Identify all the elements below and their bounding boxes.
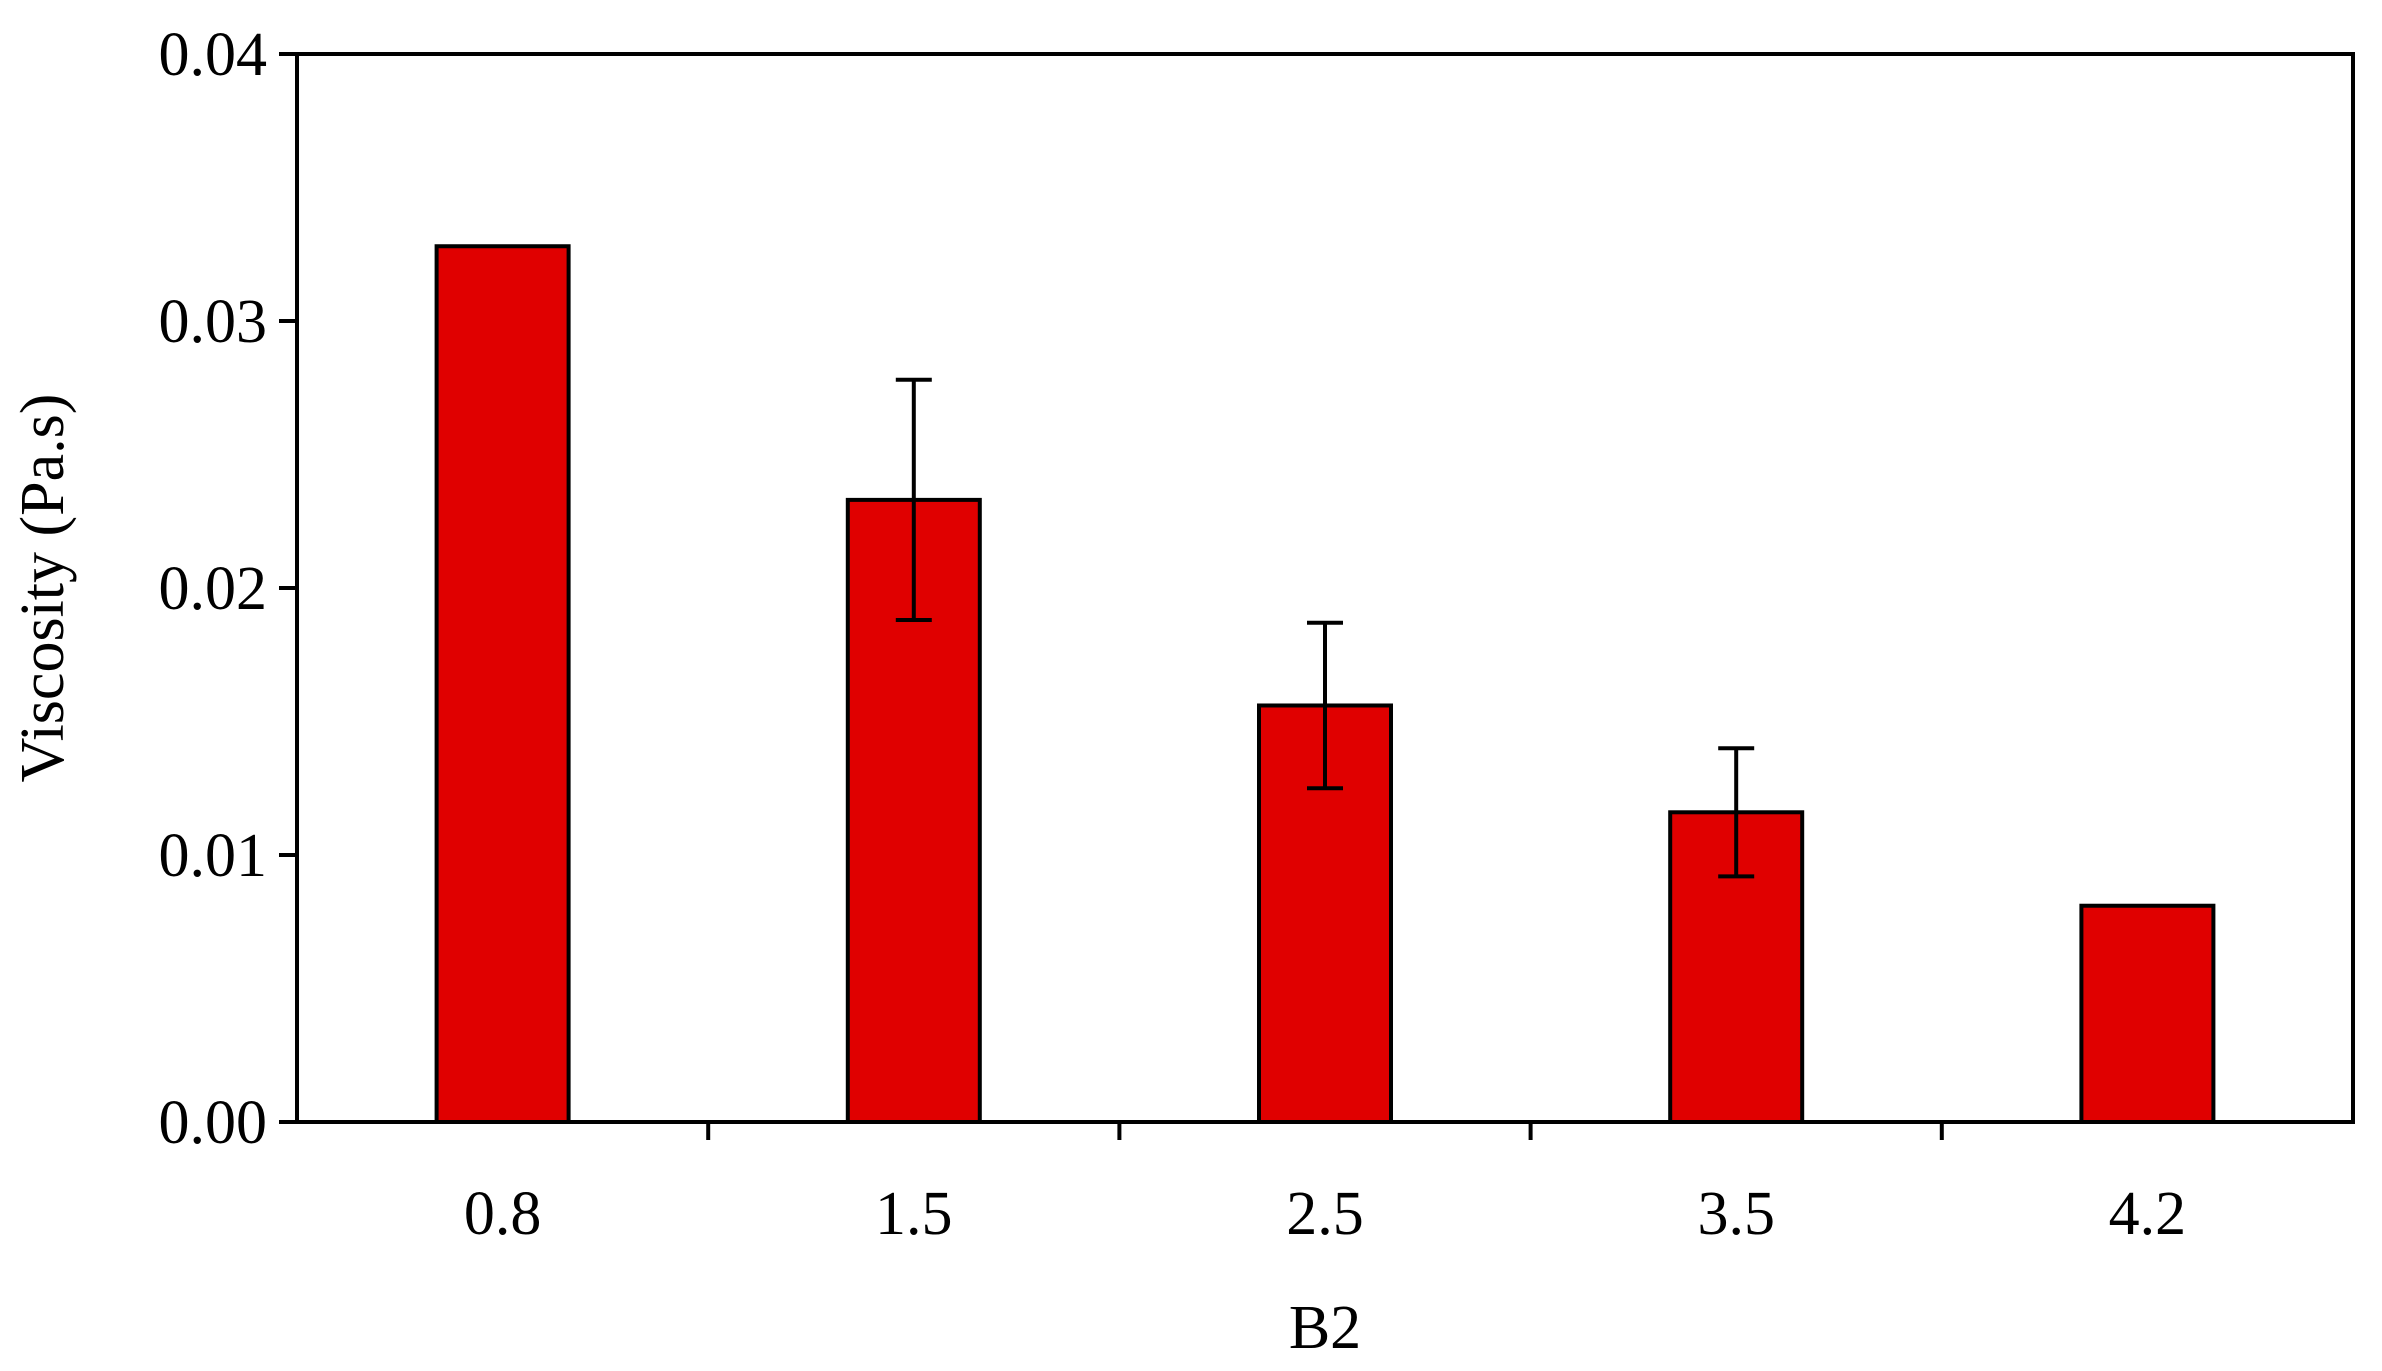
- x-axis-title: B2: [1289, 1294, 1361, 1362]
- x-tick-label: 0.8: [464, 1180, 542, 1248]
- error-bar-3-5: [1718, 746, 1755, 879]
- bar-0-8: [434, 244, 571, 1125]
- error-bar-2-5: [1307, 620, 1343, 791]
- x-tick-label: 3.5: [1697, 1180, 1775, 1248]
- x-axis-ticks: 0.8 1.5 2.5 3.5 4.2: [464, 1122, 2186, 1248]
- y-tick-label: 0.02: [159, 555, 268, 623]
- bar-4-2: [2079, 903, 2216, 1124]
- y-tick-label: 0.01: [159, 822, 268, 890]
- error-bars-layer: [895, 377, 1755, 879]
- x-tick-label: 4.2: [2109, 1180, 2187, 1248]
- y-axis-title: Viscosity (Pa.s): [9, 394, 77, 783]
- y-tick-label: 0.03: [159, 288, 268, 356]
- x-tick-label: 1.5: [875, 1180, 953, 1248]
- y-axis-ticks: 0.00 0.01 0.02 0.03 0.04: [159, 21, 297, 1157]
- y-tick-label: 0.04: [159, 21, 268, 89]
- y-tick-label: 0.00: [159, 1089, 268, 1157]
- x-tick-label: 2.5: [1286, 1180, 1364, 1248]
- error-bar-1-5: [895, 377, 932, 623]
